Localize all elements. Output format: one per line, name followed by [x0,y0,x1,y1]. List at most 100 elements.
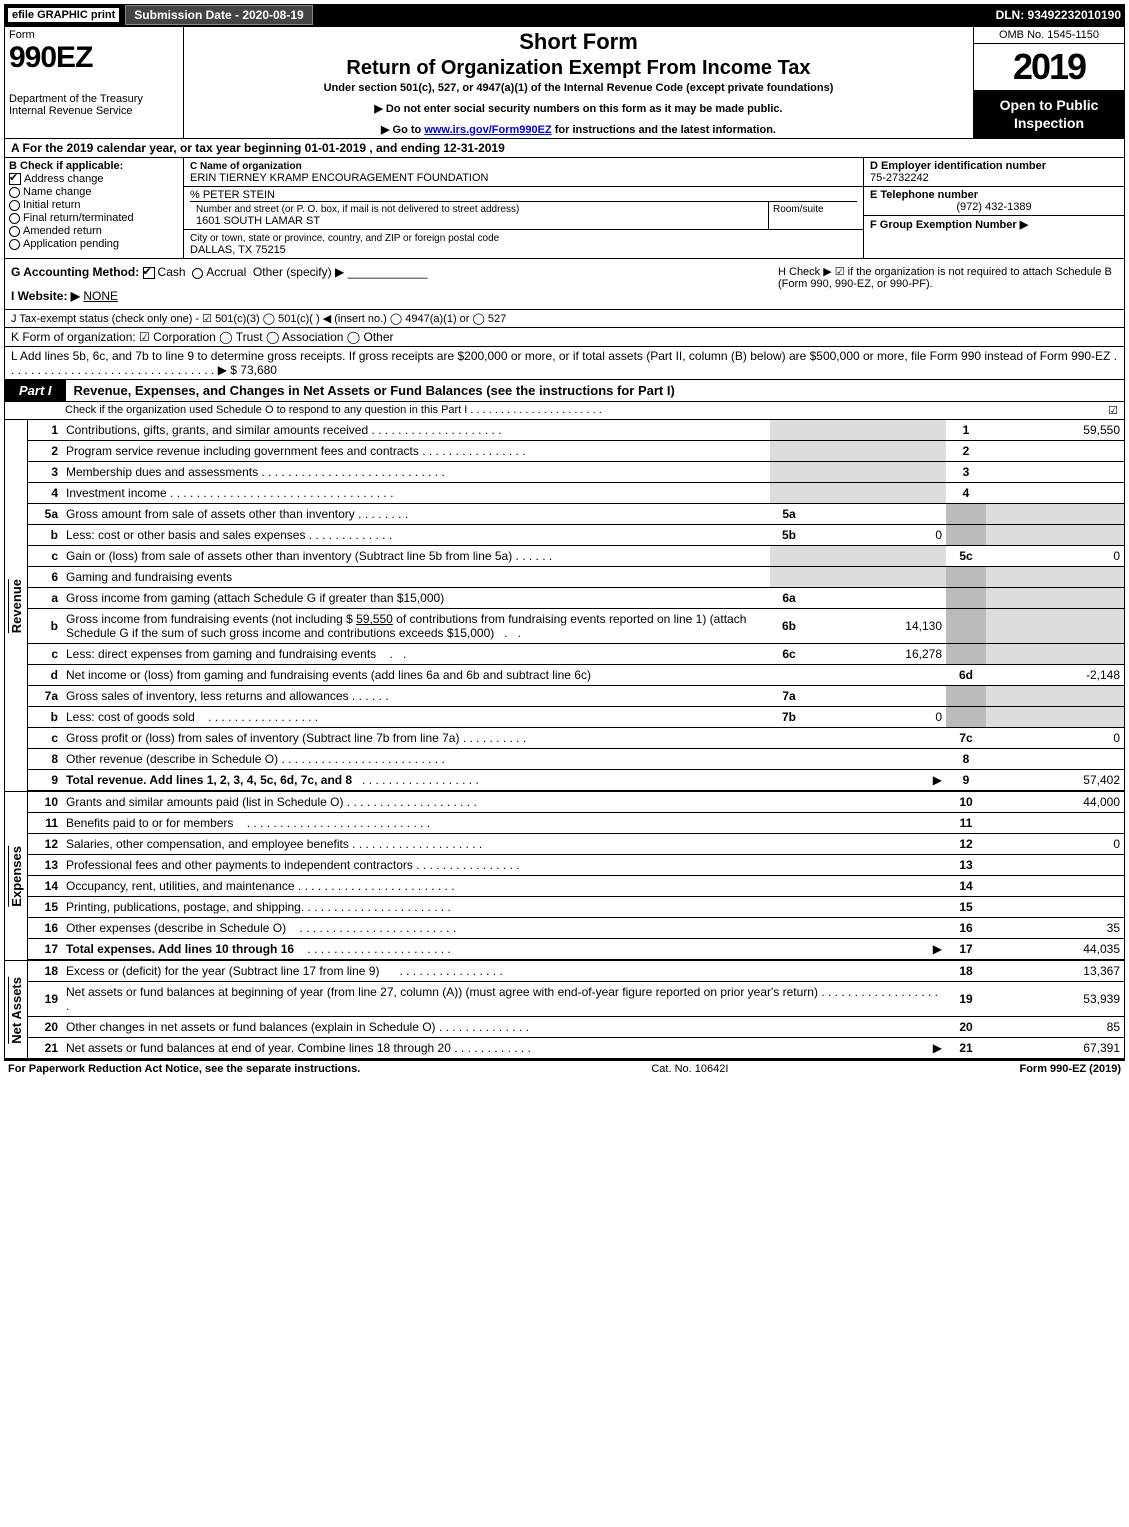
check-cash[interactable] [143,267,155,279]
line-7c-value: 0 [986,728,1124,749]
open-to-public: Open to Public Inspection [974,90,1124,138]
under-section: Under section 501(c), 527, or 4947(a)(1)… [188,82,969,94]
goto-line: ▶ Go to www.irs.gov/Form990EZ for instru… [188,123,969,136]
dln: DLN: 93492232010190 [996,8,1121,22]
line-19-desc: Net assets or fund balances at beginning… [66,985,818,999]
label-address-change: Address change [24,173,104,185]
line-5b-desc: Less: cost or other basis and sales expe… [66,528,305,542]
footer-cat-no: Cat. No. 10642I [651,1063,728,1075]
form-number: 990EZ [9,41,179,75]
section-d-label: D Employer identification number [870,160,1046,172]
line-13-desc: Professional fees and other payments to … [66,858,413,872]
netassets-table: 18Excess or (deficit) for the year (Subt… [28,961,1124,1058]
city-hint: City or town, state or province, country… [190,233,499,244]
line-6c: cLess: direct expenses from gaming and f… [28,644,1124,665]
dept-irs: Internal Revenue Service [9,105,179,117]
entity-block: B Check if applicable: Address change Na… [5,158,1124,259]
line-17-desc: Total expenses. Add lines 10 through 16 [66,942,294,956]
city-state-zip: DALLAS, TX 75215 [190,244,286,256]
section-c: C Name of organization ERIN TIERNEY KRAM… [184,158,863,258]
section-f-label: F Group Exemption Number ▶ [870,219,1028,231]
line-20-value: 85 [986,1017,1124,1038]
line-1-desc: Contributions, gifts, grants, and simila… [66,423,368,437]
dept-treasury: Department of the Treasury [9,93,179,105]
website-value: NONE [83,289,118,303]
part1-check-mark: ☑ [1108,404,1118,417]
check-address-change[interactable] [9,173,21,185]
line-5b: bLess: cost or other basis and sales exp… [28,525,1124,546]
line-3-value [986,462,1124,483]
line-6c-desc: Less: direct expenses from gaming and fu… [66,647,376,661]
line-20-desc: Other changes in net assets or fund bala… [66,1020,436,1034]
line-10: 10Grants and similar amounts paid (list … [28,792,1124,813]
phone: (972) 432-1389 [870,201,1118,213]
goto-suffix: for instructions and the latest informat… [552,124,776,136]
line-7c: cGross profit or (loss) from sales of in… [28,728,1124,749]
addr-hint: Number and street (or P. O. box, if mail… [196,204,519,215]
line-20: 20Other changes in net assets or fund ba… [28,1017,1124,1038]
line-13-value [986,855,1124,876]
check-name-change[interactable] [9,187,20,198]
part1-tab: Part I [5,380,66,401]
line-16-value: 35 [986,918,1124,939]
line-4-value [986,483,1124,504]
line-17: 17Total expenses. Add lines 10 through 1… [28,939,1124,960]
label-application-pending: Application pending [23,238,119,250]
line-7c-desc: Gross profit or (loss) from sales of inv… [66,731,459,745]
line-3-desc: Membership dues and assessments [66,465,258,479]
line-12-desc: Salaries, other compensation, and employ… [66,837,349,851]
line-11: 11Benefits paid to or for members . . . … [28,813,1124,834]
line-6b-box: 14,130 [808,609,946,644]
line-3: 3Membership dues and assessments . . . .… [28,462,1124,483]
line-16-desc: Other expenses (describe in Schedule O) [66,921,286,935]
care-of: % PETER STEIN [190,189,275,201]
line-5c-value: 0 [986,546,1124,567]
check-initial-return[interactable] [9,200,20,211]
line-15-value [986,897,1124,918]
check-accrual[interactable] [192,268,203,279]
line-7a-box [808,686,946,707]
label-other-method: Other (specify) ▶ [253,265,344,279]
short-form-title: Short Form [188,29,969,55]
footer-paperwork: For Paperwork Reduction Act Notice, see … [8,1063,360,1075]
line-6b-desc: Gross income from fundraising events (no… [62,609,770,644]
line-17-value: 44,035 [986,939,1124,960]
check-application-pending[interactable] [9,239,20,250]
check-final-return[interactable] [9,213,20,224]
check-amended-return[interactable] [9,226,20,237]
line-2: 2Program service revenue including gover… [28,441,1124,462]
room-suite-label: Room/suite [769,202,857,229]
line-8-value [986,749,1124,770]
line-6b: bGross income from fundraising events (n… [28,609,1124,644]
tax-year: 2019 [974,44,1124,90]
label-amended-return: Amended return [23,225,102,237]
line-1: 1Contributions, gifts, grants, and simil… [28,420,1124,441]
efile-print-label[interactable]: efile GRAPHIC print [8,8,119,22]
line-8: 8Other revenue (describe in Schedule O) … [28,749,1124,770]
line-5c: cGain or (loss) from sale of assets othe… [28,546,1124,567]
irs-link[interactable]: www.irs.gov/Form990EZ [424,124,551,136]
line-a-tax-year: A For the 2019 calendar year, or tax yea… [5,139,1124,158]
line-10-desc: Grants and similar amounts paid (list in… [66,795,343,809]
line-9-value: 57,402 [986,770,1124,791]
section-b: B Check if applicable: Address change Na… [5,158,184,258]
label-accrual: Accrual [206,265,246,279]
submission-date: Submission Date - 2020-08-19 [125,5,312,25]
line-18-desc: Excess or (deficit) for the year (Subtra… [66,964,379,978]
expenses-table: 10Grants and similar amounts paid (list … [28,792,1124,960]
line-5b-box: 0 [808,525,946,546]
line-7a-desc: Gross sales of inventory, less returns a… [66,689,349,703]
form-word: Form [9,29,179,41]
part1-title: Revenue, Expenses, and Changes in Net As… [66,383,1124,398]
omb-number: OMB No. 1545-1150 [974,27,1124,44]
part1-check-text: Check if the organization used Schedule … [65,404,602,417]
expenses-section: Expenses 10Grants and similar amounts pa… [5,792,1124,961]
line-6d: dNet income or (loss) from gaming and fu… [28,665,1124,686]
netassets-section: Net Assets 18Excess or (deficit) for the… [5,961,1124,1060]
street-address: 1601 SOUTH LAMAR ST [196,215,320,227]
vtab-expenses: Expenses [8,846,24,907]
line-16: 16Other expenses (describe in Schedule O… [28,918,1124,939]
line-7b: bLess: cost of goods sold . . . . . . . … [28,707,1124,728]
label-name-change: Name change [23,186,92,198]
footer-form-ref: Form 990-EZ (2019) [1019,1063,1121,1075]
